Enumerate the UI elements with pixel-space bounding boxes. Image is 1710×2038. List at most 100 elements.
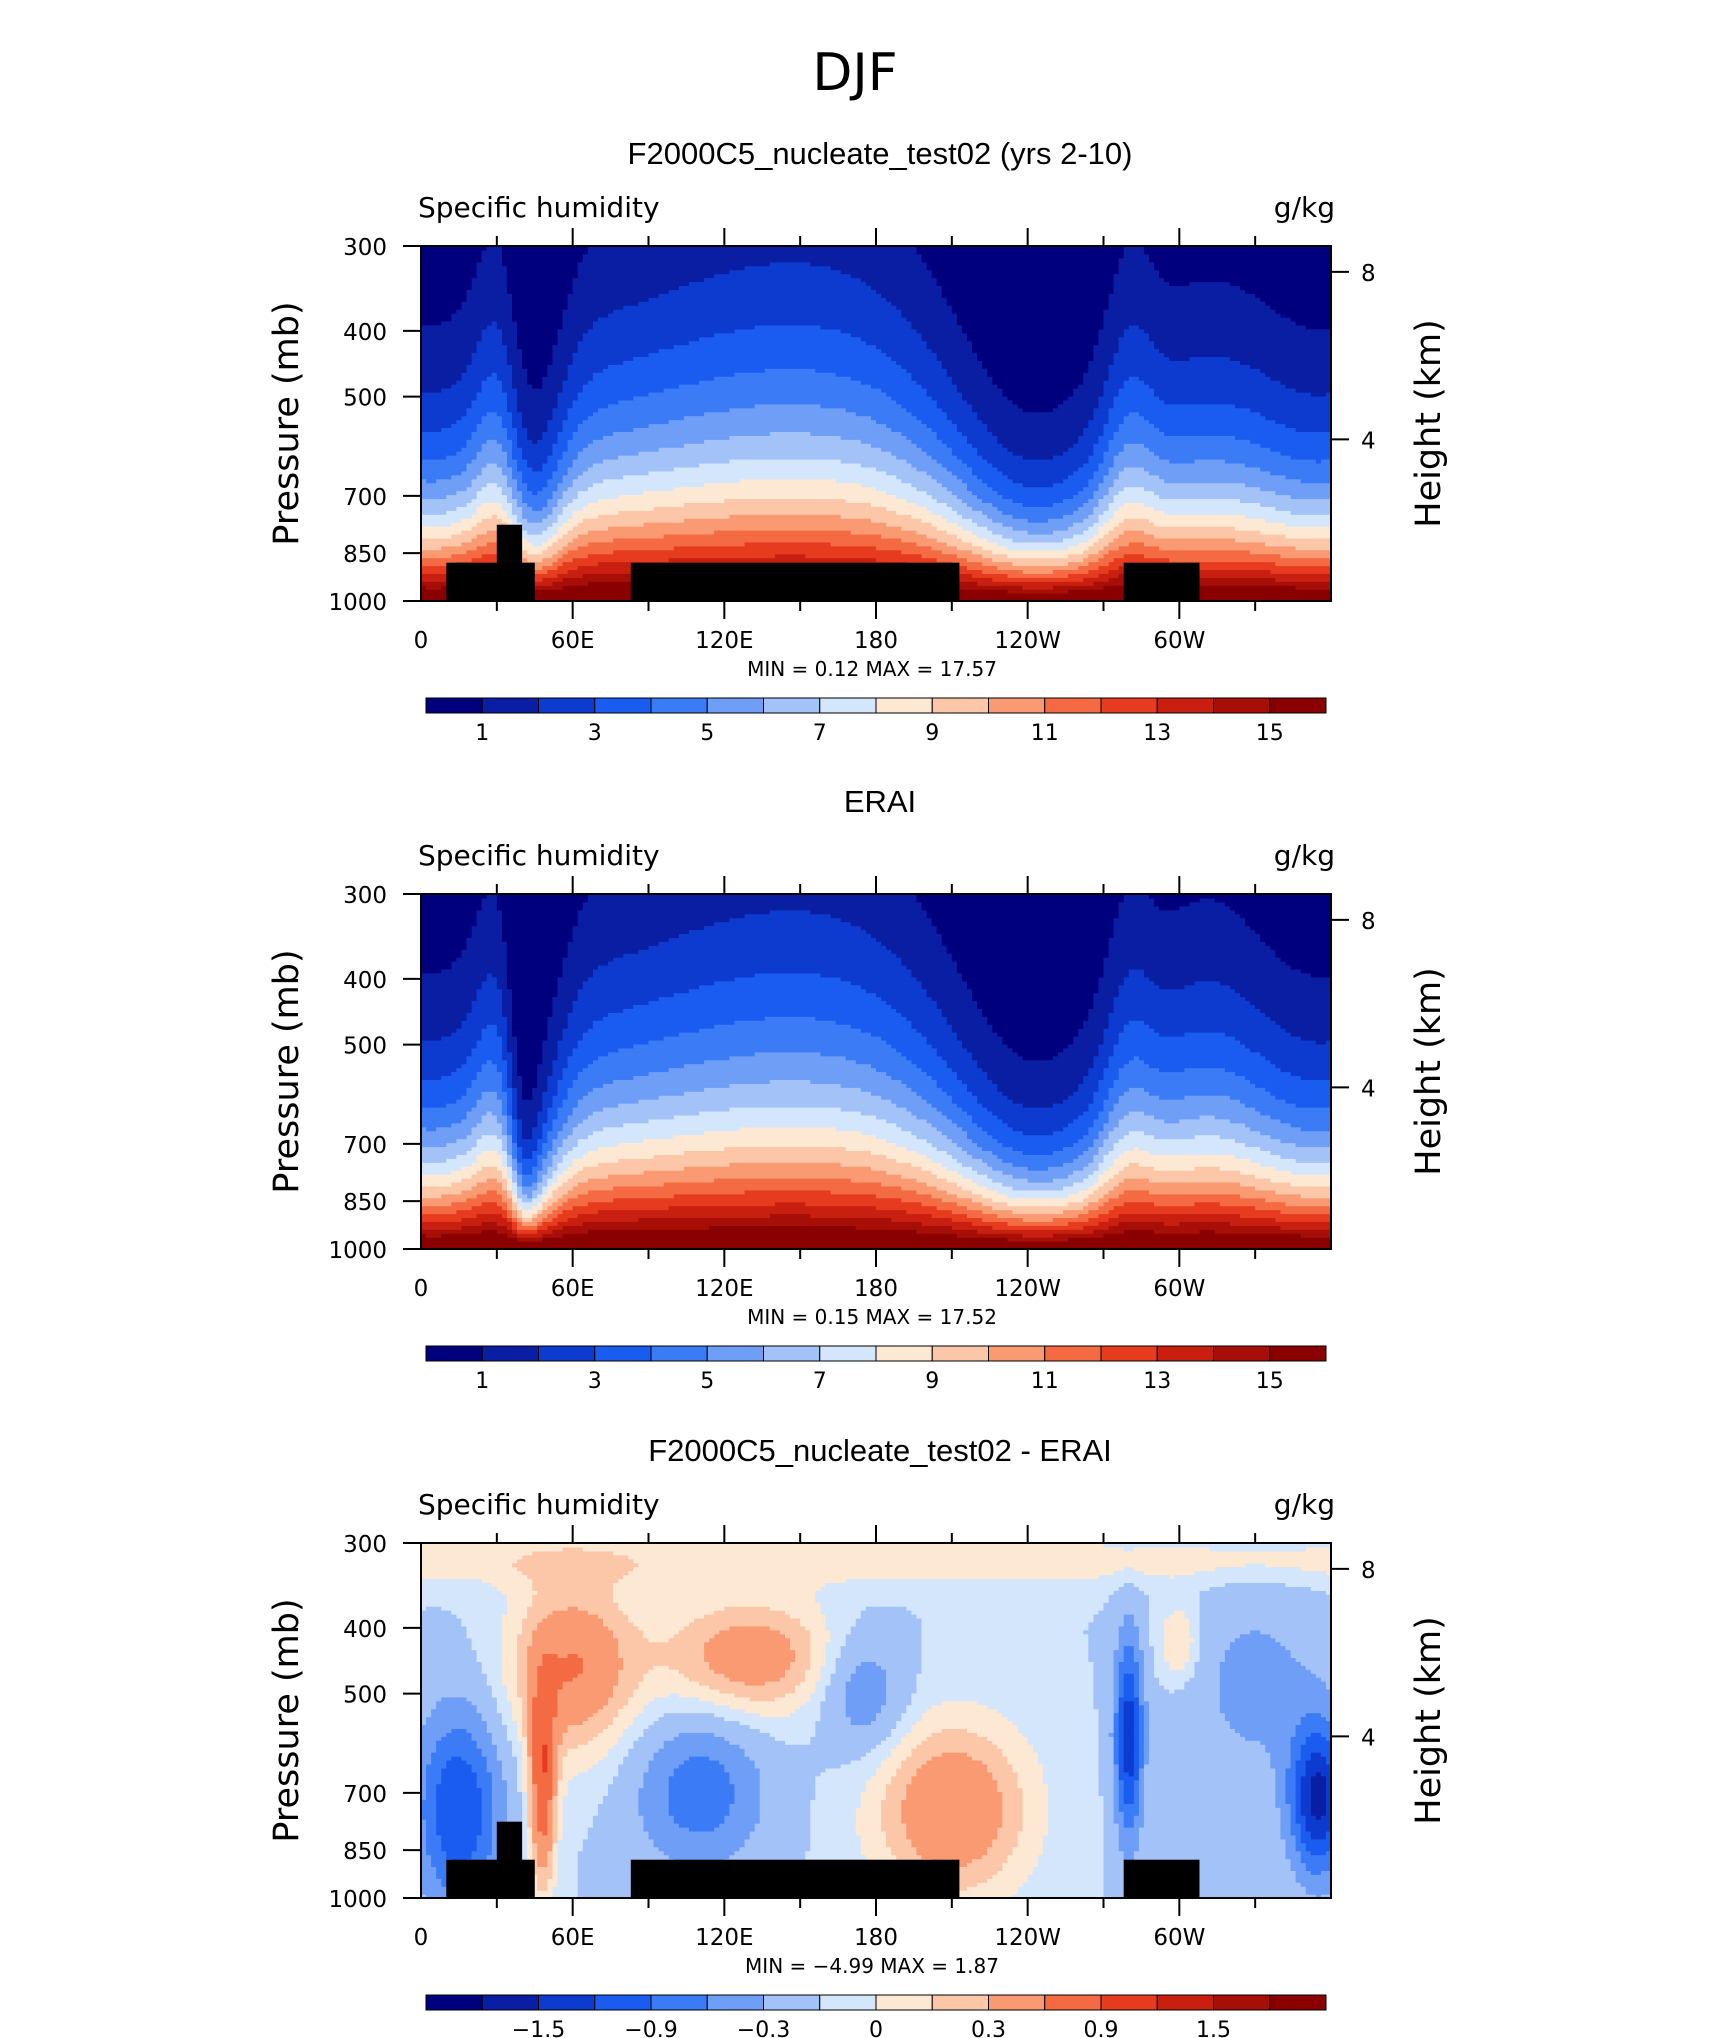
field-cell	[1280, 1154, 1332, 1159]
field-cell	[592, 439, 705, 444]
field-cell	[749, 1756, 862, 1761]
field-cell	[527, 1783, 533, 1789]
field-cell	[501, 1716, 513, 1722]
field-cell	[517, 1759, 523, 1765]
field-cell	[1093, 1099, 1105, 1104]
field-cell	[956, 961, 1105, 966]
field-cell	[1229, 1720, 1302, 1726]
field-cell	[951, 1067, 983, 1073]
field-cell	[552, 1827, 559, 1832]
field-cells	[421, 246, 1332, 602]
field-cell	[850, 1178, 918, 1183]
field-cell	[769, 431, 811, 436]
field-cell	[1118, 506, 1155, 511]
field-cell	[1310, 1850, 1327, 1856]
field-cell	[1260, 1740, 1292, 1745]
y-right-tick-label: 4	[1361, 1076, 1376, 1102]
field-cell	[567, 1114, 589, 1120]
field-cell	[577, 494, 619, 500]
field-cell	[608, 313, 902, 318]
field-cell	[1123, 1028, 1155, 1033]
field-cell	[537, 1110, 548, 1116]
field-cell	[532, 1736, 554, 1741]
field-cell	[1143, 1732, 1150, 1737]
field-cell	[1017, 1775, 1044, 1781]
field-cell	[567, 1055, 599, 1061]
field-cell	[552, 348, 579, 354]
field-cell	[1295, 1775, 1302, 1781]
field-cell	[739, 1744, 877, 1749]
field-cell	[527, 459, 548, 464]
field-cell	[1310, 1756, 1327, 1761]
field-cell	[618, 1103, 897, 1108]
field-cell	[506, 1154, 513, 1159]
field-cell	[911, 1752, 943, 1757]
field-cell	[1103, 1846, 1120, 1852]
field-cell	[421, 1819, 427, 1824]
field-cell	[582, 419, 670, 425]
x-tick-label: 120E	[695, 1276, 753, 1302]
field-cell	[719, 1823, 756, 1828]
field-cell	[961, 976, 1100, 982]
field-cell	[537, 1795, 554, 1800]
field-cell	[1108, 470, 1120, 476]
field-cell	[532, 1130, 543, 1136]
field-cell	[1290, 455, 1332, 460]
field-cell	[481, 1669, 503, 1674]
field-cell	[522, 494, 554, 500]
field-cell	[946, 443, 973, 448]
field-cell	[557, 976, 589, 982]
field-cell	[648, 1834, 751, 1840]
field-cell	[891, 1217, 953, 1222]
field-cell	[992, 1134, 1084, 1140]
field-cell	[1098, 1079, 1115, 1084]
field-cell	[557, 1795, 564, 1800]
field-cell	[1118, 1692, 1125, 1698]
field-cell	[835, 1126, 902, 1132]
field-cell	[476, 474, 508, 480]
field-cell	[956, 1122, 978, 1128]
field-cell	[421, 1677, 488, 1682]
field-cell	[608, 1051, 756, 1057]
field-cell	[421, 269, 478, 275]
field-cell	[1240, 1039, 1317, 1045]
field-cell	[668, 1807, 730, 1812]
field-cell	[517, 1720, 523, 1726]
field-cell	[961, 498, 983, 503]
field-cell	[643, 1815, 675, 1820]
field-cell	[421, 1205, 473, 1211]
field-cell	[1083, 427, 1105, 432]
field-cell	[557, 557, 574, 563]
field-cell	[421, 549, 468, 555]
field-cell	[512, 1051, 518, 1057]
field-cell	[567, 1059, 594, 1065]
field-cell	[481, 380, 503, 385]
field-cell	[901, 1759, 928, 1765]
field-cell	[1250, 549, 1332, 555]
field-cell	[977, 411, 1094, 417]
field-cell	[557, 462, 574, 468]
field-cell	[1022, 407, 1054, 413]
field-cell	[582, 1095, 660, 1100]
field-cell	[557, 1799, 564, 1804]
field-cell	[421, 1866, 437, 1871]
field-cell	[552, 411, 569, 417]
field-cell	[1123, 1178, 1150, 1183]
field-cell	[466, 1728, 488, 1733]
field-cell	[466, 407, 508, 413]
field-cell	[501, 1110, 508, 1116]
field-cell	[896, 1047, 938, 1053]
field-cell	[552, 1724, 569, 1729]
field-cell	[567, 569, 639, 574]
field-cell	[850, 1716, 877, 1722]
field-cell	[997, 384, 1079, 389]
field-cell	[1265, 1055, 1332, 1061]
field-cell	[916, 1063, 948, 1069]
field-cell	[992, 1079, 1084, 1084]
field-cell	[1143, 328, 1332, 334]
field-cell	[805, 1854, 867, 1860]
field-cell	[1250, 925, 1332, 931]
field-cell	[1113, 1763, 1120, 1769]
field-cell	[501, 246, 589, 251]
field-cell	[532, 1771, 554, 1777]
